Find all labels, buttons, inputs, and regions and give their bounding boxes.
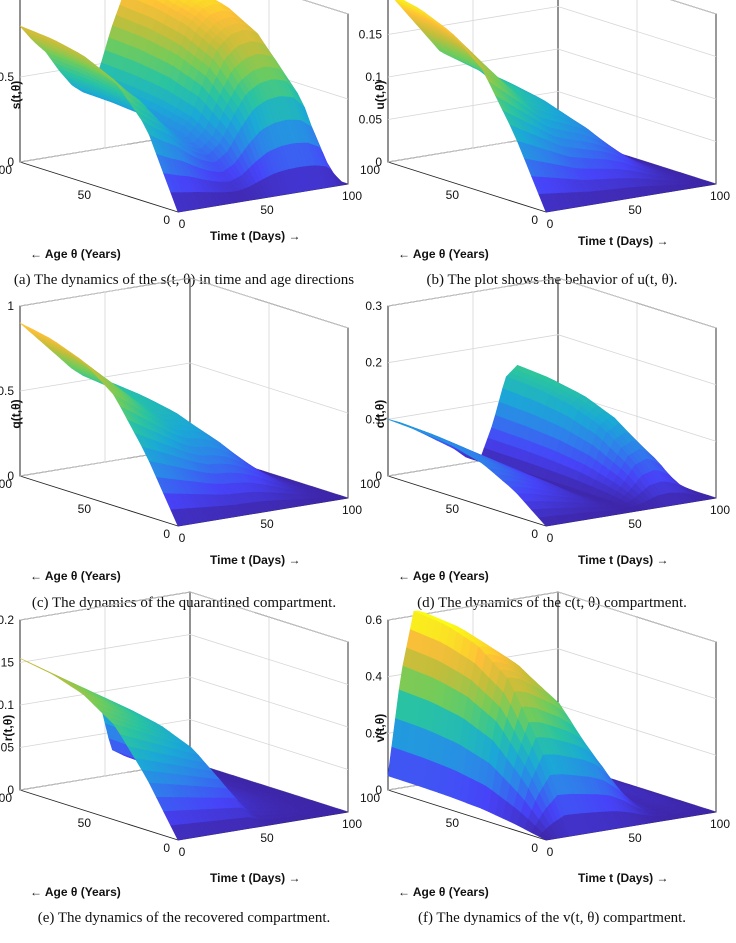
z-tick-label: 0.1 [365,412,382,426]
x-tick-label: 100 [710,503,730,517]
y-axis-line [19,161,179,213]
surface-facet [170,192,183,213]
panel-e: 00.050.10.150.2050100050100 r(t,θ) Time … [0,591,368,942]
x-tick-label: 0 [547,217,554,231]
y-tick-label: 100 [360,163,380,177]
z-tick-label: 0.1 [365,70,382,84]
y-tick-label: 0 [163,527,170,541]
caption-b: (b) The plot shows the behavior of u(t, … [426,272,678,288]
z-tick-label: 0.2 [365,356,382,370]
x-tick-label: 0 [547,531,554,545]
caption-d: (d) The dynamics of the c(t, θ) compartm… [417,595,687,611]
grid-line [387,6,717,57]
x-tick-label: 0 [179,531,186,545]
x-tick-label: 100 [342,503,362,517]
surface-facet [538,193,551,213]
surface-plot-e: 00.050.10.150.2050100050100 r(t,θ) Time … [0,591,362,899]
grid-line [387,277,717,329]
grid-line [670,0,717,15]
grid-line [387,48,717,100]
grid-line [19,634,349,685]
z-tick-label: 0 [7,469,14,483]
x-tick-label: 50 [628,517,642,531]
z-tick-label: 0.5 [0,70,14,84]
x-tick-label: 100 [710,189,730,203]
y-tick-label: 0 [163,213,170,227]
y-tick-label: 50 [446,502,460,516]
caption-c: (c) The dynamics of the quarantined comp… [31,595,337,611]
grid-line [19,277,349,329]
y-axis-label-a: ← Age θ (Years) [30,247,121,261]
surface-plot-b: 00.050.10.150.2050100050100 u(t,θ) Time … [359,0,730,261]
x-tick-label: 50 [260,517,274,531]
x-axis-label-c: Time t (Days) → [210,553,300,567]
z-axis-label-c: q(t,θ) [9,399,23,428]
z-axis-label-a: s(t,θ) [9,81,23,109]
y-axis-label-c: ← Age θ (Years) [30,569,121,583]
panel-a: 00.51050100050100 s(t,θ) Time t (Days) →… [0,0,368,314]
z-tick-label: 1 [7,299,14,313]
y-tick-label: 100 [0,163,12,177]
x-tick-label: 50 [628,203,642,217]
x-axis-label-d: Time t (Days) → [578,553,668,567]
y-axis-line [19,789,179,841]
z-tick-label: 0.5 [0,384,14,398]
surface-plot-a: 00.51050100050100 s(t,θ) Time t (Days) →… [0,0,362,261]
z-tick-label: 0 [375,155,382,169]
y-tick-label: 50 [446,188,460,202]
x-tick-label: 50 [260,203,274,217]
x-tick-label: 100 [342,189,362,203]
y-tick-label: 0 [531,213,538,227]
panel-d: 0 0.1 0.2 0.3 0 50 100 0 50 100 c(t,θ) Time t (Da… [360,277,736,628]
grid-line [387,91,717,142]
z-tick-label: 0.15 [359,28,383,42]
y-axis-label-b: ← Age θ (Years) [398,247,489,261]
x-axis-label-b: Time t (Days) → [578,234,668,248]
z-tick-label: 0 [375,469,382,483]
surface-facet [170,509,183,527]
y-axis-label-d: ← Age θ (Years) [398,569,489,583]
y-tick-label: 0 [531,527,538,541]
surface-facet [538,517,551,527]
grid-line [19,591,349,643]
grid-line [19,362,349,414]
grid-line [19,719,349,770]
z-tick-label: 0.3 [365,299,382,313]
y-tick-label: 100 [360,477,380,491]
y-tick-label: 50 [78,188,92,202]
y-axis-line [387,475,547,527]
panel-b: 00.050.10.150.2050100050100 u(t,θ) Time … [359,0,736,314]
panel-c: 00.51050100050100 q(t,θ) Time t (Days) →… [0,277,368,628]
x-axis-label-a: Time t (Days) → [210,229,300,243]
y-tick-label: 100 [0,477,12,491]
y-axis-line [387,161,547,213]
z-tick-label: 0 [7,155,14,169]
z-axis-label-b: u(t,θ) [373,80,387,109]
surface-plot-c: 00.51050100050100 q(t,θ) Time t (Days) →… [0,277,362,583]
z-axis-label-d: c(t,θ) [373,400,387,428]
grid-line [19,676,349,728]
grid-line [387,334,717,386]
x-tick-label: 0 [179,217,186,231]
z-tick-label: 0.05 [359,113,383,127]
caption-a: (a) The dynamics of the s(t, θ) in time … [13,272,355,288]
y-tick-label: 50 [78,502,92,516]
y-axis-line [19,475,179,527]
